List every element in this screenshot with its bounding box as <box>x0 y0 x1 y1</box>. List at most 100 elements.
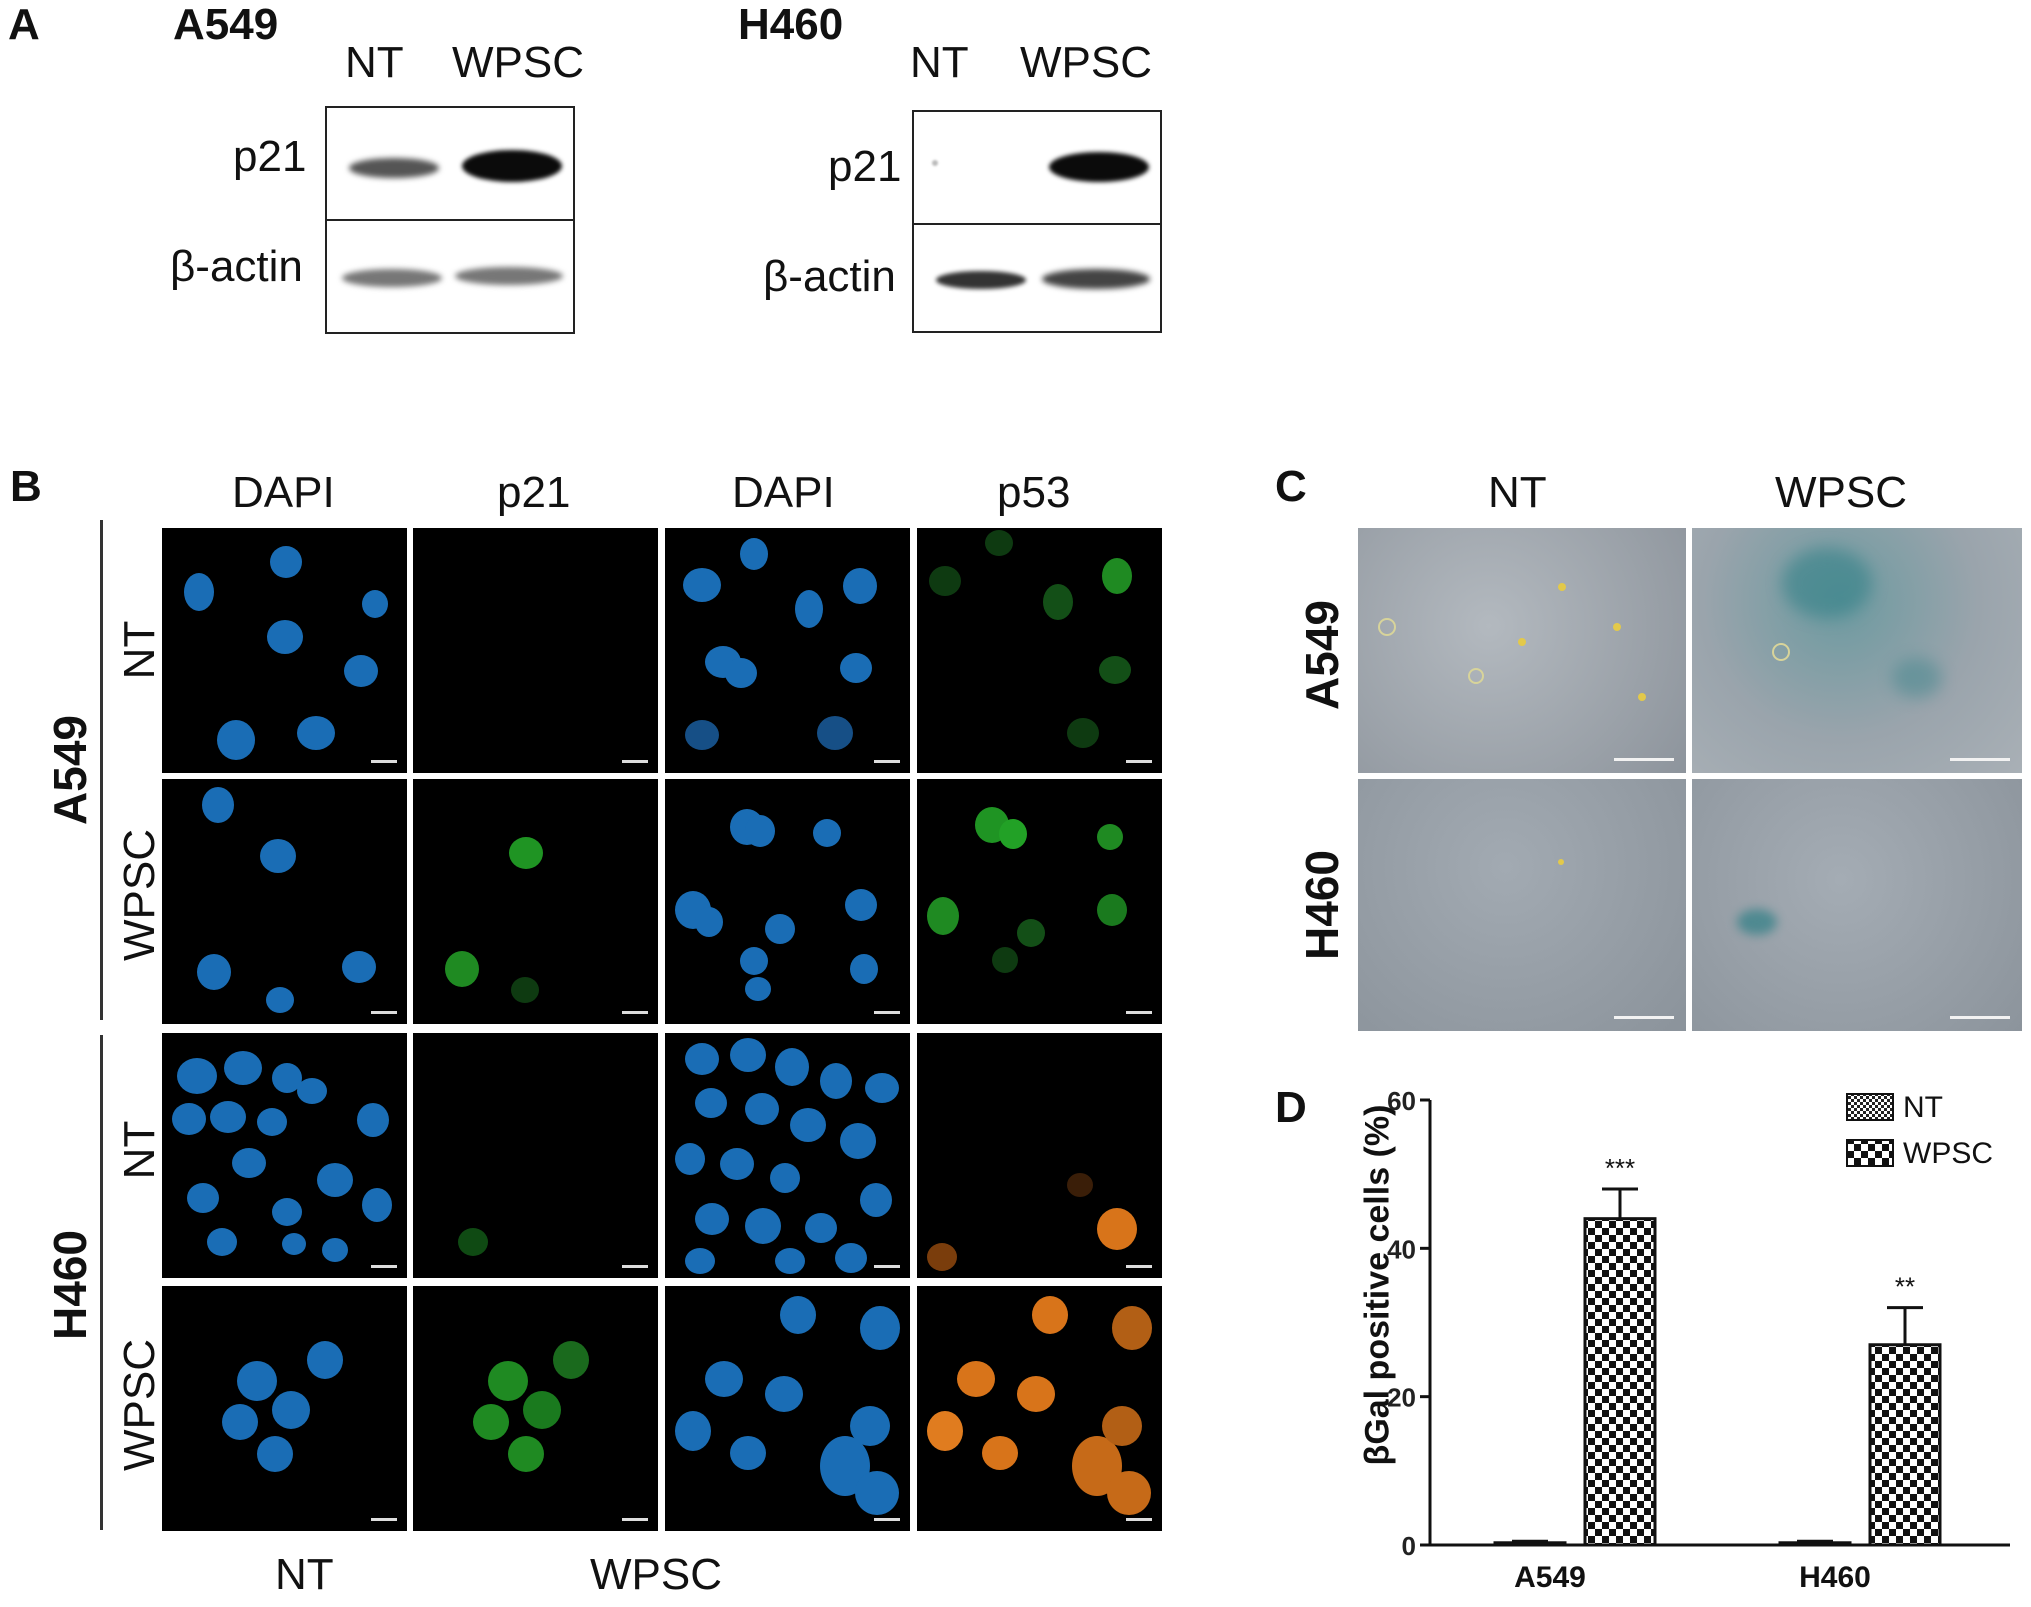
micrograph-a549-wpsc-dapi <box>162 779 407 1024</box>
scale-bar <box>371 1011 397 1014</box>
significance-annotation: ** <box>1895 1272 1915 1302</box>
bottom-label-nt: NT <box>275 1550 334 1599</box>
nucleus <box>172 1103 206 1135</box>
blot-a549-p21 <box>325 106 575 221</box>
col-header-c-nt: NT <box>1488 468 1547 517</box>
legend-label-wpsc: WPSC <box>1903 1137 1993 1170</box>
nucleus <box>695 907 723 937</box>
nucleus <box>957 1361 995 1397</box>
bar-wpsc-h460 <box>1868 1343 1942 1547</box>
col-header-dapi-1: DAPI <box>232 468 335 517</box>
nucleus <box>730 1436 766 1470</box>
nucleus <box>317 1163 353 1197</box>
brightfield-h460-wpsc <box>1692 779 2022 1031</box>
nucleus <box>1102 558 1132 594</box>
nucleus <box>267 620 303 654</box>
nucleus <box>850 1406 890 1446</box>
nucleus <box>488 1361 528 1401</box>
nucleus <box>1043 584 1073 620</box>
micrograph-h460-wpsc-dapi-2 <box>665 1286 910 1531</box>
nucleus <box>845 889 877 921</box>
nucleus <box>177 1058 217 1094</box>
nucleus <box>817 716 853 750</box>
nucleus <box>929 566 961 596</box>
nucleus <box>237 1361 277 1401</box>
micrograph-h460-wpsc-p21 <box>413 1286 658 1531</box>
nucleus <box>745 1093 779 1125</box>
col-header-p53: p53 <box>997 468 1071 517</box>
nucleus <box>1097 894 1127 926</box>
y-tick-label: 20 <box>1387 1383 1416 1413</box>
scale-bar <box>622 1011 648 1014</box>
nucleus <box>683 568 721 602</box>
nucleus <box>705 1361 743 1397</box>
nucleus <box>1102 1406 1142 1446</box>
nucleus <box>357 1103 389 1137</box>
micrograph-a549-nt-dapi <box>162 528 407 773</box>
blot-a549-actin-label: β-actin <box>170 242 303 291</box>
blot-h460-p21-label: p21 <box>828 142 902 191</box>
blot-a549-actin <box>325 219 575 334</box>
group-label-a549: A549 <box>44 715 96 825</box>
nucleus <box>217 720 255 760</box>
nucleus <box>820 1063 852 1099</box>
nucleus <box>362 1188 392 1222</box>
micrograph-h460-nt-p21 <box>413 1033 658 1278</box>
scale-bar <box>1126 1518 1152 1521</box>
nucleus <box>850 954 878 984</box>
nucleus <box>740 538 768 570</box>
nucleus <box>260 839 296 873</box>
nucleus <box>1097 1208 1137 1250</box>
cell <box>1772 643 1790 661</box>
bar-nt-h460 <box>1778 1541 1852 1547</box>
nucleus <box>695 1088 727 1118</box>
nucleus <box>523 1391 561 1429</box>
nucleus <box>927 1411 963 1451</box>
nucleus <box>770 1163 800 1193</box>
nucleus <box>1099 656 1131 684</box>
nucleus <box>840 653 872 683</box>
nucleus <box>730 1038 766 1072</box>
nucleus <box>322 1238 348 1262</box>
nucleus <box>282 1233 306 1255</box>
nucleus <box>297 1078 327 1104</box>
nucleus <box>342 951 376 983</box>
scale-bar <box>1126 760 1152 763</box>
scale-bar <box>371 1518 397 1521</box>
nucleus <box>1067 718 1099 748</box>
nucleus <box>270 546 302 578</box>
nucleus <box>1067 1173 1093 1197</box>
nucleus <box>745 977 771 1001</box>
nucleus <box>508 1436 544 1472</box>
nucleus <box>985 530 1013 556</box>
row-label-h460-wpsc: WPSC <box>115 1339 164 1471</box>
cell <box>1468 668 1484 684</box>
chart-legend: NT WPSC <box>1846 1091 1993 1170</box>
scale-bar <box>1614 758 1674 761</box>
nucleus <box>1097 824 1123 850</box>
nucleus <box>695 1203 729 1235</box>
scale-bar <box>622 1518 648 1521</box>
panel-a-letter: A <box>8 0 40 49</box>
band-a549-p21-wpsc <box>462 150 562 182</box>
nucleus <box>835 1243 867 1273</box>
micrograph-a549-nt-p21 <box>413 528 658 773</box>
col-header-dapi-2: DAPI <box>732 468 835 517</box>
nucleus <box>840 1123 876 1159</box>
blot-a549-nt-label: NT <box>345 38 404 87</box>
senescent-cell <box>1737 909 1777 935</box>
nucleus <box>184 573 214 611</box>
nucleus <box>509 837 543 869</box>
micrograph-h460-wpsc-p53 <box>917 1286 1162 1531</box>
scale-bar <box>874 1265 900 1268</box>
col-header-p21: p21 <box>497 468 571 517</box>
nucleus <box>187 1183 219 1213</box>
micrograph-a549-wpsc-p21 <box>413 779 658 1024</box>
nucleus <box>675 1411 711 1451</box>
blot-h460-wpsc-label: WPSC <box>1020 38 1152 87</box>
nucleus <box>297 716 335 750</box>
micrograph-a549-wpsc-dapi-2 <box>665 779 910 1024</box>
nucleus <box>927 897 959 935</box>
nucleus <box>257 1436 293 1472</box>
bar-chart: 0 20 40 60 *** A549 ** H460 NT WPSC <box>1387 1086 2010 1594</box>
